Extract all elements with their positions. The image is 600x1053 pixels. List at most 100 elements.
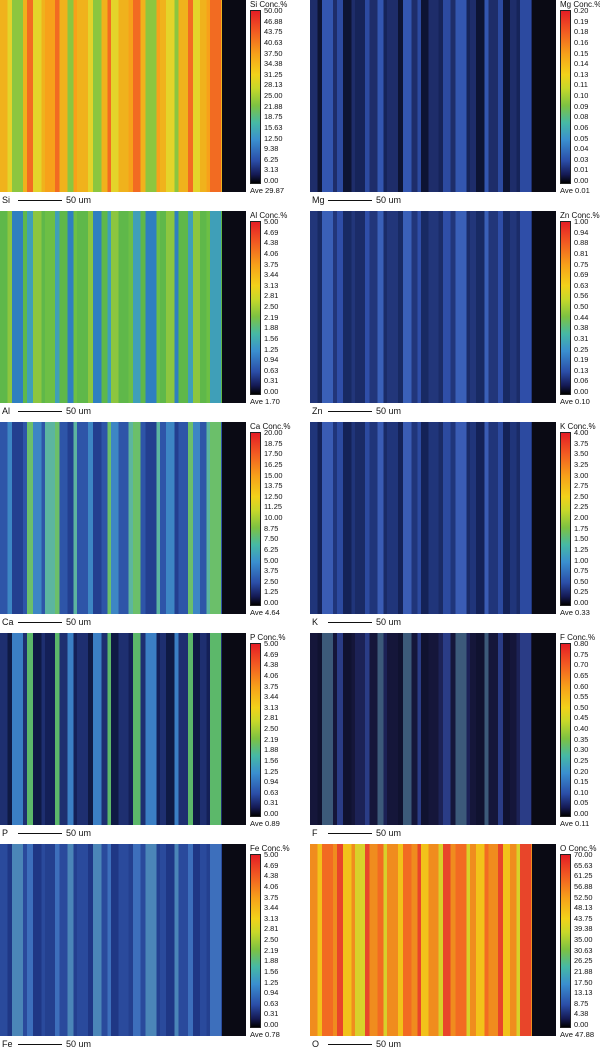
tick-label: 26.25: [574, 956, 593, 966]
tick-label: 1.56: [264, 966, 279, 976]
tick-label: 0.19: [574, 355, 589, 365]
scale-title: Ca Conc.%: [250, 422, 291, 431]
scale-title: Zn Conc.%: [560, 211, 600, 220]
tick-label: 0.75: [574, 566, 589, 576]
scale-bar: [328, 1044, 372, 1045]
tick-label: 0.10: [574, 787, 589, 797]
tick-label: 0.60: [574, 681, 589, 691]
tick-label: 0.45: [574, 713, 589, 723]
color-scale-bar: [250, 10, 261, 184]
tick-label: 2.50: [574, 491, 589, 501]
concentration-map: [0, 633, 222, 825]
tick-label: 1.25: [264, 977, 279, 987]
concentration-map: [310, 211, 532, 403]
tick-label: 4.69: [264, 860, 279, 870]
tick-label: 3.75: [264, 892, 279, 902]
tick-label: 4.38: [264, 871, 279, 881]
panel-si: Si Conc.% 50.00 46.88 43.75 40.63 37.50 34.38 3…: [0, 0, 290, 207]
tick-label: 0.10: [574, 91, 589, 100]
concentration-map: [0, 422, 222, 614]
element-label: O: [312, 1039, 320, 1049]
tick-label: 0.75: [574, 259, 589, 269]
tick-label: 5.00: [264, 217, 279, 226]
panel-o: O Conc.% 70.00 65.63 61.25 56.88 52.50 48.13 43…: [310, 844, 600, 1051]
tick-label: 2.50: [264, 302, 279, 311]
element-label: Si: [2, 195, 11, 205]
concentration-map: [310, 0, 532, 192]
color-scale-bar: [250, 432, 261, 606]
scale-bar-label: 50 um: [66, 617, 92, 627]
color-scale-bar: [560, 221, 571, 395]
tick-label: 0.13: [574, 69, 589, 79]
tick-label: 25.00: [264, 91, 283, 100]
tick-label: 0.88: [574, 238, 589, 248]
sample-edge: [532, 0, 556, 192]
scale-bar: [18, 833, 62, 834]
tick-label: 3.50: [574, 449, 589, 459]
tick-label: 1.25: [264, 766, 279, 776]
tick-label: 70.00: [574, 850, 593, 859]
panel-ca: Ca Conc.% 20.00 18.75 17.50 16.25 15.00 13.75 1…: [0, 422, 290, 629]
tick-label: 15.63: [264, 122, 283, 132]
average-value: Ave 0.78: [250, 1030, 280, 1039]
tick-label: 39.38: [574, 924, 593, 934]
tick-label: 0.63: [574, 280, 589, 290]
tick-label: 0.63: [264, 998, 279, 1008]
element-label: Zn: [312, 406, 323, 416]
tick-label: 0.06: [574, 122, 589, 132]
tick-label: 2.75: [574, 481, 589, 491]
scale-ticks: 5.00 4.69 4.38 4.06 3.75 3.44 3.13 2.81 2.50 2.19…: [264, 218, 298, 396]
tick-label: 0.08: [574, 112, 589, 122]
scale-bar: [18, 622, 62, 623]
tick-label: 1.25: [264, 344, 279, 354]
concentration-map: [310, 844, 532, 1036]
tick-label: 0.04: [574, 144, 589, 154]
tick-label: 0.31: [264, 376, 279, 386]
tick-label: 1.75: [574, 523, 589, 533]
tick-label: 3.75: [264, 566, 279, 576]
scale-bar-label: 50 um: [376, 406, 402, 416]
tick-label: 0.94: [264, 777, 279, 787]
scale-ticks: 5.00 4.69 4.38 4.06 3.75 3.44 3.13 2.81 2.50 2.19…: [264, 851, 298, 1029]
tick-label: 2.25: [574, 502, 589, 512]
scale-bar-label: 50 um: [66, 1039, 92, 1049]
tick-label: 0.00: [574, 598, 589, 607]
average-value: Ave 1.70: [250, 397, 280, 406]
tick-label: 61.25: [574, 871, 593, 881]
tick-label: 0.50: [574, 302, 589, 311]
tick-label: 28.13: [264, 80, 283, 90]
tick-label: 11.25: [264, 502, 282, 512]
tick-label: 0.63: [264, 787, 279, 797]
tick-label: 31.25: [264, 69, 283, 79]
tick-label: 0.05: [574, 798, 589, 808]
tick-label: 35.00: [574, 935, 593, 944]
tick-label: 0.16: [574, 37, 589, 47]
tick-label: 3.13: [264, 702, 279, 712]
scale-title: Fe Conc.%: [250, 844, 290, 853]
scale-ticks: 50.00 46.88 43.75 40.63 37.50 34.38 31.25 28.13…: [264, 7, 298, 185]
scale-bar-label: 50 um: [376, 617, 402, 627]
tick-label: 4.38: [264, 660, 279, 670]
tick-label: 3.44: [264, 270, 279, 280]
tick-label: 8.75: [574, 998, 589, 1008]
element-label: F: [312, 828, 318, 838]
average-value: Ave 0.01: [560, 186, 590, 195]
tick-label: 0.20: [574, 766, 589, 776]
tick-label: 2.50: [264, 724, 279, 733]
tick-label: 2.50: [264, 576, 279, 586]
tick-label: 0.01: [574, 165, 589, 175]
scale-bar-label: 50 um: [66, 406, 92, 416]
tick-label: 0.11: [574, 80, 588, 90]
tick-label: 0.40: [574, 724, 589, 733]
element-label: Ca: [2, 617, 14, 627]
tick-label: 2.19: [264, 312, 279, 322]
scale-ticks: 20.00 18.75 17.50 16.25 15.00 13.75 12.50 11.25…: [264, 429, 298, 607]
tick-label: 1.50: [574, 534, 589, 544]
tick-label: 3.44: [264, 692, 279, 702]
tick-label: 1.88: [264, 745, 279, 755]
tick-label: 0.00: [574, 809, 589, 818]
tick-label: 0.25: [574, 344, 589, 354]
tick-label: 9.38: [264, 144, 279, 154]
element-label: Al: [2, 406, 11, 416]
element-label: P: [2, 828, 9, 838]
